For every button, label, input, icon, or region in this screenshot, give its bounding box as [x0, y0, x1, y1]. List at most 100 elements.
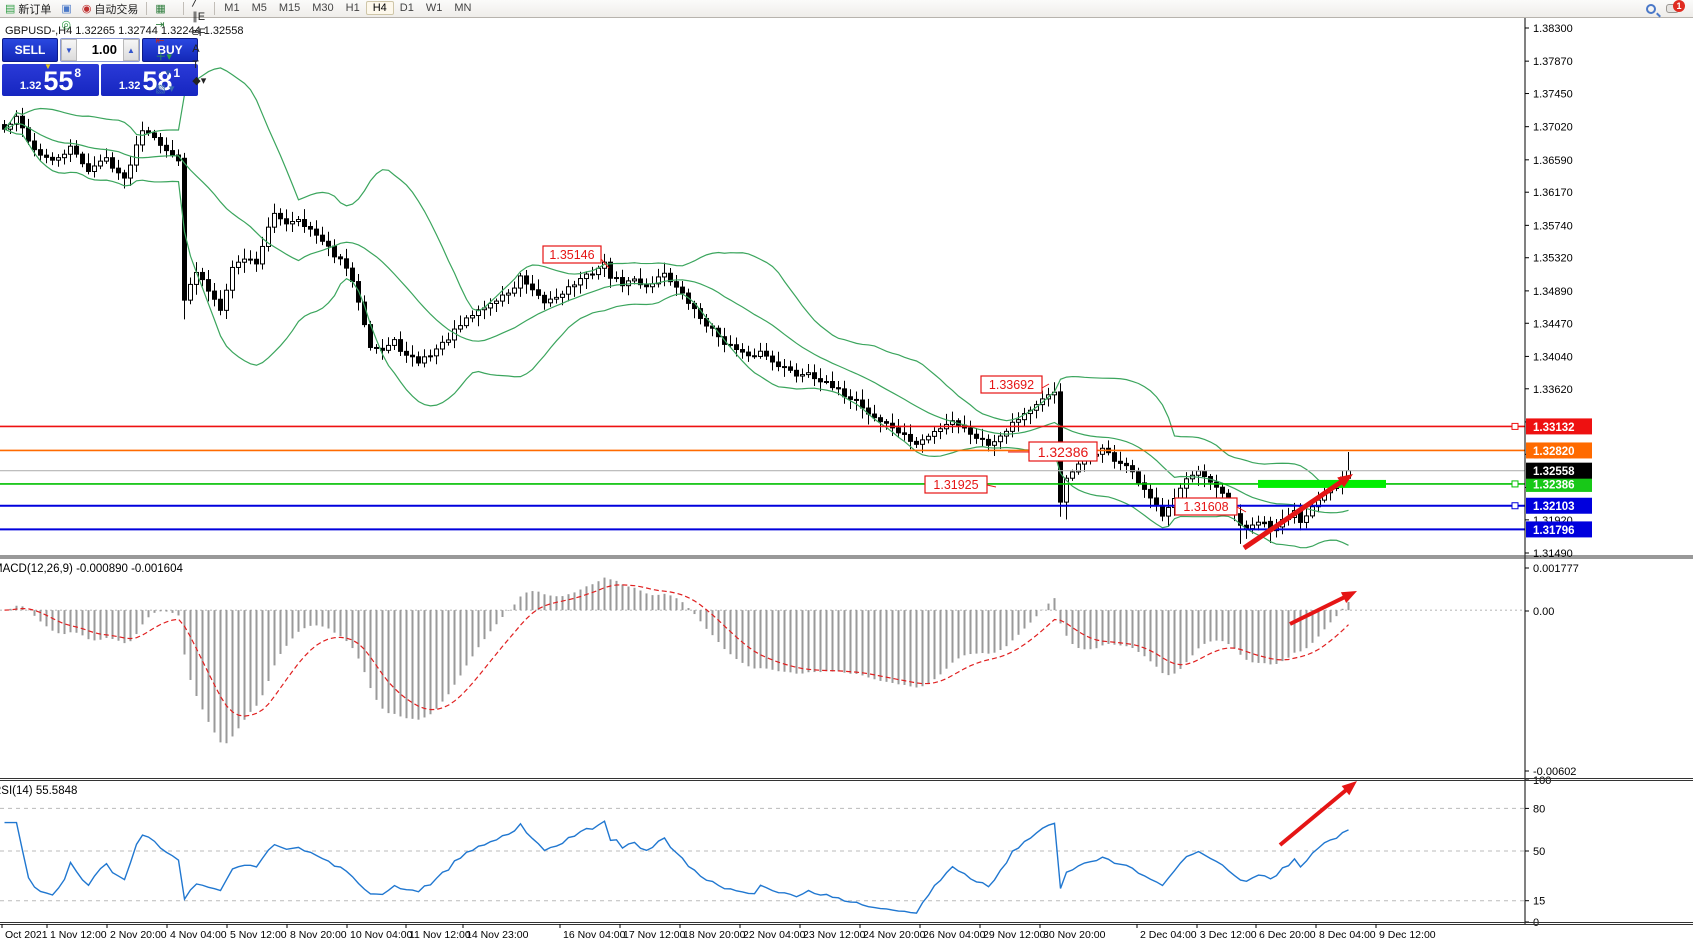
buy-price-sup: 1 — [173, 66, 181, 80]
price-annotation-1.33692[interactable]: 1.33692 — [980, 375, 1050, 394]
fibonacci-tool-button[interactable]: ≡F — [187, 25, 211, 41]
time-axis-label: 2 Nov 20:00 — [110, 929, 167, 941]
trendline-tool-button[interactable]: ╱ — [187, 0, 211, 9]
main-price-panel: 1.35146 1.33692 1.32386 1.31925 1.31608 — [0, 67, 1525, 549]
arrows-tool-icon: ◆▾ — [192, 74, 207, 87]
time-axis[interactable]: Oct 2021 1 Nov 12:00 2 Nov 20:00 4 Nov 04:0… — [1, 924, 1436, 941]
hline-handle[interactable] — [1511, 502, 1519, 510]
svg-text:1.32558: 1.32558 — [1533, 466, 1575, 478]
svg-text:1.32386: 1.32386 — [1038, 444, 1089, 460]
time-axis-label: 30 Nov 20:00 — [1043, 929, 1106, 941]
indicators-add-button[interactable]: ＋▾ — [150, 49, 180, 65]
price-axis-label: 1.36590 — [1533, 155, 1573, 167]
trendline-tool-icon: ╱ — [192, 0, 199, 7]
price-annotation-1.35146[interactable]: 1.35146 — [542, 245, 610, 269]
text-tool-button[interactable]: A — [187, 41, 211, 57]
time-axis-label: 1 Nov 12:00 — [50, 929, 107, 941]
autotrade-button[interactable]: ◉ 自动交易 — [77, 1, 144, 17]
candles-layer — [2, 107, 1351, 544]
volume-input[interactable]: 1.00 — [91, 42, 117, 57]
chat-badge: 1 — [1673, 0, 1685, 12]
timeframe-button-d1[interactable]: D1 — [399, 2, 414, 14]
time-axis-label: 17 Nov 12:00 — [623, 929, 686, 941]
signals-icon: ◎ — [61, 18, 72, 31]
price-axis-label: 1.38300 — [1533, 23, 1573, 35]
signals-button[interactable]: ◎ — [56, 17, 76, 33]
chat-icon[interactable]: 1 — [1666, 0, 1685, 13]
timeframe-button-m5[interactable]: M5 — [251, 2, 267, 14]
time-axis-label: 24 Nov 20:00 — [863, 929, 926, 941]
timeframe-button-m15[interactable]: M15 — [278, 2, 301, 14]
price-axis-label: 1.35740 — [1533, 220, 1573, 232]
rsi-axis-label: 80 — [1533, 803, 1545, 815]
chart-window[interactable]: 1.35146 1.33692 1.32386 1.31925 1.31608 0.001… — [0, 18, 1693, 942]
sell-price[interactable]: 1.32 55 8 — [2, 64, 99, 96]
time-axis-label: 14 Nov 23:00 — [466, 929, 529, 941]
channel-tool-icon: ∥E — [192, 10, 206, 23]
price-annotation-1.31608[interactable]: 1.31608 — [1174, 497, 1247, 516]
price-axis-label: 1.34040 — [1533, 351, 1573, 363]
price-axis-label: 1.34890 — [1533, 286, 1573, 298]
price-axis-label: 1.37450 — [1533, 89, 1573, 101]
tile-windows-button[interactable]: ▦ — [150, 1, 180, 17]
axis-price-box-1.31796: 1.31796 — [1526, 521, 1592, 538]
price-axis[interactable]: 1.38300 1.37870 1.37450 1.37020 1.36590 1.361… — [0, 18, 1693, 925]
text-tool-icon: A — [192, 42, 200, 55]
price-annotation-1.32386[interactable]: 1.32386 — [1008, 441, 1098, 462]
timeframe-button-m30[interactable]: M30 — [312, 2, 334, 14]
price-annotation-1.31925[interactable]: 1.31925 — [924, 475, 997, 494]
axis-price-box-1.33132: 1.33132 — [1526, 418, 1592, 435]
price-axis-label: 1.36170 — [1533, 187, 1573, 199]
tile-windows-icon: ▦ — [155, 2, 166, 15]
macd-axis-label: 0.001777 — [1533, 563, 1579, 575]
timeframe-button-h4[interactable]: H4 — [365, 1, 394, 15]
buy-price-prefix: 1.32 — [118, 80, 141, 92]
top-toolbar: ▤ 新订单 ◈▣◎ ◉ 自动交易 ╷╵╷▮∿⊕⊖▦⇥⇤＋▾◔ ▾▧ ▾ ↖+│—… — [0, 0, 1693, 95]
periods-clock-icon: ◔ ▾ — [155, 66, 171, 79]
timeframe-button-h1[interactable]: H1 — [345, 2, 360, 14]
volume-stepper: ▼ 1.00 ▲ — [60, 38, 140, 62]
rsi-axis-label: 50 — [1533, 846, 1545, 858]
market-watch-button[interactable]: ▣ — [56, 1, 76, 17]
buy-price-big: 58 — [142, 66, 173, 96]
svg-text:1.31608: 1.31608 — [1183, 500, 1228, 514]
new-order-icon: ▤ — [5, 2, 16, 15]
profile-prev-button[interactable]: ⇤ — [150, 33, 180, 49]
new-order-button[interactable]: ▤ 新订单 — [0, 1, 56, 17]
chart-canvas[interactable]: 1.35146 1.33692 1.32386 1.31925 1.31608 0.001… — [0, 18, 1693, 942]
timeframe-button-w1[interactable]: W1 — [425, 2, 443, 14]
time-axis-label: 29 Nov 12:00 — [983, 929, 1046, 941]
channel-tool-button[interactable]: ∥E — [187, 9, 211, 25]
trend-arrow-rsi[interactable] — [1278, 781, 1357, 847]
hline-handle[interactable] — [1511, 480, 1519, 488]
profile-next-button[interactable]: ⇥ — [150, 17, 180, 33]
timeframe-button-mn[interactable]: MN — [454, 2, 472, 14]
chart-title: GBPUSD-,H4 1.32265 1.32744 1.32244 1.325… — [5, 25, 244, 37]
price-axis-label: 1.33620 — [1533, 384, 1573, 396]
text-label-tool-button[interactable]: T — [187, 57, 211, 73]
trend-arrow-macd[interactable] — [1289, 591, 1357, 626]
support-zone-bar[interactable] — [1258, 479, 1386, 488]
buy-button[interactable]: BUY — [142, 38, 198, 62]
hline-handle[interactable] — [1511, 422, 1519, 430]
market-watch-icon: ▣ — [61, 2, 72, 15]
volume-increase-button[interactable]: ▲ — [123, 39, 139, 61]
indicators-add-icon: ＋▾ — [155, 50, 172, 63]
search-icon[interactable] — [1646, 3, 1656, 14]
axis-price-box-1.32103: 1.32103 — [1526, 497, 1592, 514]
volume-decrease-button[interactable]: ▼ — [61, 39, 77, 61]
arrows-tool-button[interactable]: ◆▾ — [187, 73, 211, 89]
time-axis-label: 10 Nov 04:00 — [350, 929, 413, 941]
time-axis-label: 5 Nov 12:00 — [230, 929, 287, 941]
sell-button[interactable]: SELL — [2, 38, 58, 62]
templates-icon: ▧ ▾ — [155, 82, 175, 95]
svg-text:1.35146: 1.35146 — [549, 248, 594, 262]
trend-arrow-main[interactable] — [1242, 474, 1353, 551]
timeframe-button-m1[interactable]: M1 — [224, 2, 240, 14]
templates-button[interactable]: ▧ ▾ — [150, 81, 180, 97]
buy-price[interactable]: 1.32 58 1 — [101, 64, 198, 96]
periods-clock-button[interactable]: ◔ ▾ — [150, 65, 180, 81]
fibonacci-tool-icon: ≡F — [192, 26, 206, 39]
svg-text:1.32386: 1.32386 — [1533, 479, 1575, 491]
autotrade-icon: ◉ — [81, 2, 92, 15]
